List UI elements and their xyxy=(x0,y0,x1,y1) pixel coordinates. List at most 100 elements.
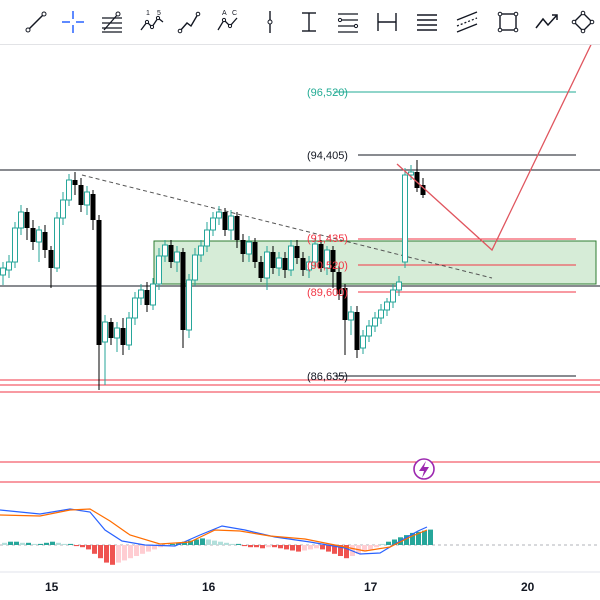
macd-bar xyxy=(38,543,43,545)
macd-bar xyxy=(422,530,427,545)
candle-body xyxy=(378,309,384,319)
macd-bar xyxy=(230,543,235,545)
macd-bar xyxy=(212,540,217,545)
candle-body xyxy=(372,317,378,327)
path-tool-icon[interactable] xyxy=(173,6,205,38)
candle-body xyxy=(288,245,294,271)
fib-retracement-tool-icon[interactable] xyxy=(96,6,128,38)
candle-body xyxy=(228,215,234,231)
candle-body xyxy=(276,257,282,269)
candle-body xyxy=(390,289,396,303)
macd-bar xyxy=(104,545,109,563)
candle-body xyxy=(306,261,312,271)
price-range-tool-icon[interactable] xyxy=(293,6,325,38)
trend-line-tool-icon[interactable] xyxy=(20,6,52,38)
candle-body xyxy=(270,252,276,268)
candle-body xyxy=(234,216,240,240)
candle-body xyxy=(336,272,342,294)
macd-bar xyxy=(8,541,13,545)
macd-bar xyxy=(146,545,151,552)
macd-bar xyxy=(302,545,307,551)
label-lower: (89,600) xyxy=(307,287,348,299)
macd-bar xyxy=(338,545,343,556)
candle-body xyxy=(366,325,372,337)
macd-bar xyxy=(218,541,223,545)
candle-body xyxy=(360,335,366,349)
circle-tool-icon[interactable] xyxy=(567,6,599,38)
price-chart[interactable]: (96,520) (94,405) (91,435) (90,520) (89,… xyxy=(0,45,600,600)
rectangle-tool-icon[interactable] xyxy=(492,6,524,38)
label-upper: (91,435) xyxy=(307,233,348,245)
candle-body xyxy=(420,185,426,195)
macd-bar xyxy=(62,543,67,545)
macd-bar xyxy=(248,545,253,548)
label-high: (94,405) xyxy=(307,150,348,162)
macd-bar xyxy=(92,545,97,554)
horizontal-lines-tool-icon[interactable] xyxy=(411,6,443,38)
candle-body xyxy=(18,211,24,229)
candlestick-series xyxy=(0,160,426,390)
macd-bar xyxy=(236,543,241,545)
candle-body xyxy=(396,281,402,291)
macd-bar xyxy=(206,539,211,545)
macd-bar xyxy=(320,545,325,550)
candle-body xyxy=(312,243,318,263)
candle-body xyxy=(30,228,36,242)
candle-body xyxy=(192,254,198,281)
candle-body xyxy=(66,179,72,201)
macd-bar xyxy=(188,540,193,545)
candle-body xyxy=(294,246,300,258)
macd-bar xyxy=(224,542,229,545)
crosshair-tool-icon[interactable] xyxy=(57,6,89,38)
fib-levels-tool-icon[interactable] xyxy=(332,6,364,38)
macd-histogram xyxy=(2,529,433,565)
candle-body xyxy=(24,212,30,228)
macd-bar xyxy=(284,545,289,550)
macd-bar xyxy=(278,545,283,549)
candle-body xyxy=(162,244,168,257)
xabcd-label-b: 5 xyxy=(157,10,161,17)
macd-bar xyxy=(386,541,391,545)
candle-body xyxy=(90,194,96,220)
dashed-trend-line[interactable] xyxy=(81,174,493,279)
candle-body xyxy=(204,229,210,247)
candle-body xyxy=(282,258,288,270)
macd-bar xyxy=(134,545,139,556)
candle-body xyxy=(264,251,270,279)
macd-bar xyxy=(2,542,7,545)
candle-body xyxy=(150,283,156,306)
macd-bar xyxy=(374,545,379,548)
candle-body xyxy=(138,289,144,299)
macd-bar xyxy=(380,543,385,545)
macd-bar xyxy=(428,529,433,545)
vertical-line-tool-icon[interactable] xyxy=(254,6,286,38)
macd-bar xyxy=(260,545,265,549)
candle-body xyxy=(252,242,258,262)
candle-body xyxy=(354,312,360,350)
macd-bar xyxy=(362,545,367,552)
candle-body xyxy=(168,245,174,262)
time-label-20: 20 xyxy=(521,580,535,594)
macd-bar xyxy=(152,545,157,550)
parallel-channel-tool-icon[interactable] xyxy=(451,6,483,38)
macd-bar xyxy=(314,545,319,549)
candle-body xyxy=(60,199,66,219)
date-range-tool-icon[interactable] xyxy=(371,6,403,38)
macd-bar xyxy=(194,539,199,545)
forecast-path-tool-icon[interactable] xyxy=(531,6,563,38)
lightning-icon[interactable] xyxy=(413,458,435,480)
label-target: (96,520) xyxy=(307,87,348,99)
demand-zone[interactable] xyxy=(153,240,597,285)
macd-bar xyxy=(98,545,103,559)
candle-body xyxy=(348,311,354,321)
candle-body xyxy=(84,191,90,206)
projection-path[interactable] xyxy=(396,45,600,252)
candle-body xyxy=(180,252,186,330)
candle-body xyxy=(96,220,102,345)
macd-bar xyxy=(50,541,55,545)
macd-bar xyxy=(14,541,19,545)
xabcd-label-a: 1 xyxy=(146,10,150,17)
